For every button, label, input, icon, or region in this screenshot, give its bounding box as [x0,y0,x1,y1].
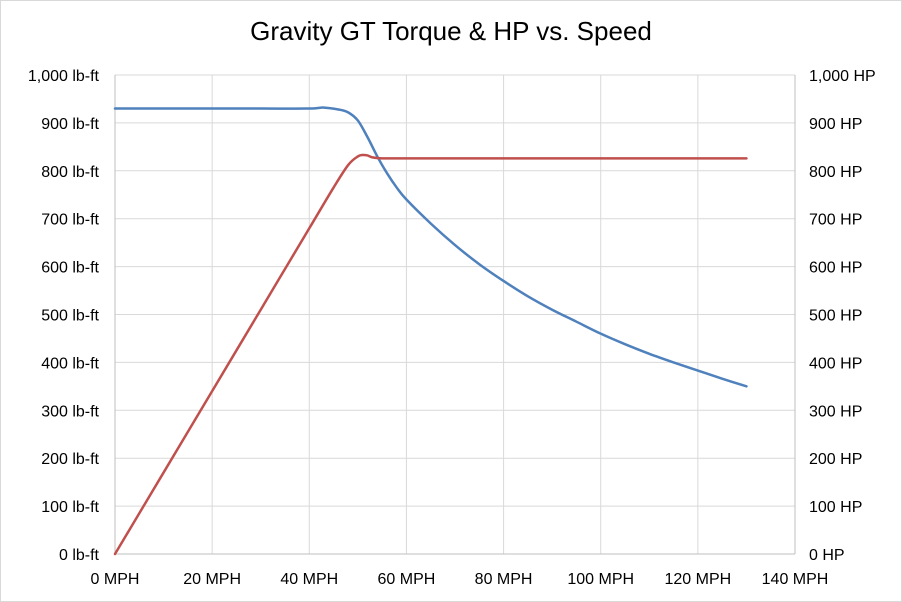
left-tick-label: 300 lb-ft [41,403,99,420]
left-tick-label: 400 lb-ft [41,355,99,372]
x-tick-label: 120 MPH [665,571,732,588]
torque-series-line [113,106,748,388]
left-tick-label: 700 lb-ft [41,212,99,229]
axes [114,75,796,555]
series-lines [113,106,748,556]
right-tick-label: 200 HP [809,451,862,468]
right-tick-label: 500 HP [809,308,862,325]
gridlines [115,74,795,554]
x-axis-ticks: 0 MPH 20 MPH 40 MPH 60 MPH 80 MPH 100 MPH 120 … [91,571,829,588]
left-tick-label: 1,000 lb-ft [28,68,100,85]
right-tick-label: 100 HP [809,499,862,516]
left-tick-label: 900 lb-ft [41,116,99,133]
left-axis-ticks: 0 lb-ft 100 lb-ft 200 lb-ft 300 lb-ft 400 lb… [28,68,100,564]
right-tick-label: 300 HP [809,403,862,420]
left-tick-label: 100 lb-ft [41,499,99,516]
x-tick-label: 20 MPH [183,571,241,588]
left-tick-label: 0 lb-ft [59,547,100,564]
right-tick-label: 900 HP [809,116,862,133]
right-tick-label: 600 HP [809,260,862,277]
right-tick-label: 0 HP [809,547,845,564]
right-tick-label: 1,000 HP [809,68,876,85]
x-tick-label: 140 MPH [762,571,829,588]
left-tick-label: 800 lb-ft [41,164,99,181]
x-tick-label: 60 MPH [378,571,436,588]
x-tick-label: 40 MPH [280,571,338,588]
left-tick-label: 200 lb-ft [41,451,99,468]
x-tick-label: 100 MPH [567,571,634,588]
left-tick-label: 500 lb-ft [41,308,99,325]
right-tick-label: 700 HP [809,212,862,229]
x-tick-label: 80 MPH [475,571,533,588]
chart-title: Gravity GT Torque & HP vs. Speed [250,16,652,46]
left-tick-label: 600 lb-ft [41,260,99,277]
right-tick-label: 800 HP [809,164,862,181]
x-tick-label: 0 MPH [91,571,140,588]
right-axis-ticks: 0 HP 100 HP 200 HP 300 HP 400 HP 500 HP 600 HP… [809,68,876,564]
right-tick-label: 400 HP [809,355,862,372]
hp-series-line [113,153,748,556]
